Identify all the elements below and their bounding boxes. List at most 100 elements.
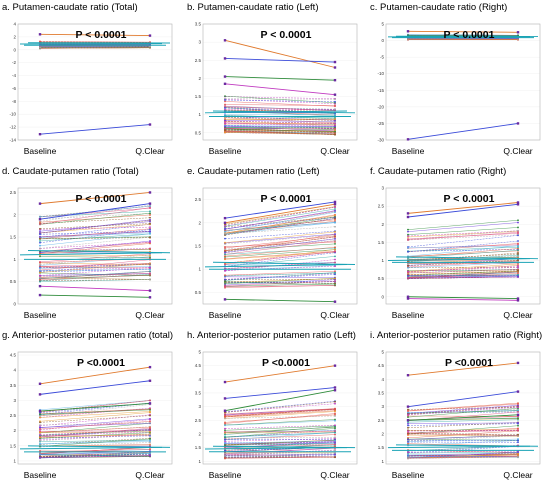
qclear-point — [149, 439, 151, 442]
baseline-point — [407, 410, 409, 412]
baseline-point — [224, 416, 226, 419]
y-tick-label: 3.5 — [195, 22, 202, 27]
baseline-point — [38, 133, 42, 136]
y-tick-label: 4 — [381, 377, 384, 382]
subject-line — [39, 438, 151, 447]
baseline-point — [223, 216, 227, 220]
subject-line — [407, 456, 519, 459]
baseline-point — [224, 129, 226, 132]
y-tick-label: 0 — [381, 294, 384, 299]
subject-line — [39, 273, 151, 278]
subject-line — [224, 408, 336, 417]
subject-line — [407, 433, 519, 436]
qclear-point — [517, 409, 519, 412]
baseline-point — [39, 223, 41, 226]
subject-line — [407, 433, 519, 436]
subject-line — [407, 453, 519, 459]
panel-title: i. Anterior-posterior putamen ratio (Rig… — [370, 330, 543, 341]
subject-line — [224, 122, 336, 126]
chart-d: 2.5 2 1.5 1 0.5 0 P < 0.0001 Baseline Q.Clear — [10, 187, 173, 320]
subject-line — [39, 274, 151, 281]
baseline-point — [224, 435, 226, 438]
qclear-point — [149, 236, 151, 239]
subject-line — [39, 263, 151, 268]
qclear-point — [334, 98, 336, 101]
y-tick-label: 2.5 — [10, 413, 17, 418]
subject-line — [407, 222, 519, 232]
subject-line — [224, 208, 336, 227]
subject-line — [224, 424, 336, 429]
y-tick-label: 2 — [13, 34, 16, 39]
baseline-point — [407, 426, 409, 429]
chart-c: 5 0 -5 -10 -15 -20 -25 -30 P < 0.0001 Baseline Q.C… — [377, 22, 541, 156]
y-tick-label: 1.5 — [195, 445, 202, 450]
baseline-point — [406, 30, 410, 33]
subject-line — [407, 403, 519, 412]
qclear-point — [334, 239, 336, 242]
subject-line — [407, 248, 519, 258]
baseline-point — [39, 413, 41, 416]
subject-line — [224, 210, 336, 230]
subject-line — [224, 419, 336, 426]
subject-line — [39, 419, 151, 431]
baseline-point — [39, 227, 41, 230]
subject-line — [224, 456, 336, 459]
x-tick-label: Baseline — [209, 146, 242, 156]
qclear-point — [334, 241, 336, 243]
subject-line — [224, 413, 336, 424]
subject-line — [39, 224, 151, 238]
subject-line — [224, 240, 336, 255]
subject-line — [224, 117, 336, 123]
qclear-point — [334, 208, 336, 210]
qclear-point — [334, 108, 336, 111]
qclear-point — [149, 241, 151, 244]
qclear-point — [334, 234, 336, 237]
qclear-point — [334, 412, 336, 415]
baseline-point — [224, 127, 226, 130]
subject-line — [39, 229, 151, 243]
series-lines — [38, 33, 152, 136]
baseline-point — [407, 416, 409, 419]
subject-line — [224, 206, 336, 226]
baseline-point — [224, 131, 226, 134]
panel-title: g. Anterior-posterior putamen ratio (tot… — [2, 330, 174, 341]
highlight-line — [407, 414, 519, 421]
baseline-point — [224, 456, 226, 459]
subject-line — [224, 247, 336, 257]
subject-line — [224, 215, 336, 234]
baseline-point — [224, 113, 226, 116]
baseline-point — [224, 422, 226, 425]
y-tick-label: 2 — [198, 76, 201, 81]
qclear-point — [333, 78, 337, 82]
subject-line — [39, 431, 151, 437]
baseline-point — [224, 251, 226, 254]
subject-line — [224, 240, 336, 250]
baseline-point — [223, 82, 227, 86]
qclear-point — [516, 31, 520, 34]
qclear-point — [334, 248, 336, 251]
subject-line — [407, 245, 519, 257]
subject-line — [39, 236, 151, 249]
highlight-line — [39, 203, 151, 220]
baseline-point — [38, 393, 42, 396]
subject-line — [224, 98, 336, 100]
qclear-point — [517, 272, 519, 275]
baseline-point — [39, 424, 41, 426]
panel-title: a. Putamen-caudate ratio (Total) — [2, 2, 138, 13]
baseline-point — [39, 233, 41, 236]
y-tick-label: -5 — [380, 55, 384, 60]
qclear-point — [517, 226, 519, 229]
baseline-point — [224, 103, 226, 106]
subject-line — [224, 128, 336, 134]
y-tick-label: 3.5 — [10, 383, 17, 388]
subject-line — [224, 226, 336, 234]
subject-line — [39, 400, 151, 411]
y-tick-label: 2 — [13, 212, 16, 217]
baseline-point — [406, 374, 410, 377]
subject-line — [407, 422, 519, 429]
qclear-point — [149, 433, 151, 436]
subject-line — [407, 246, 519, 252]
baseline-point — [39, 237, 41, 240]
y-tick-label: 0 — [13, 47, 16, 52]
p-value-label: P < 0.0001 — [261, 29, 312, 41]
